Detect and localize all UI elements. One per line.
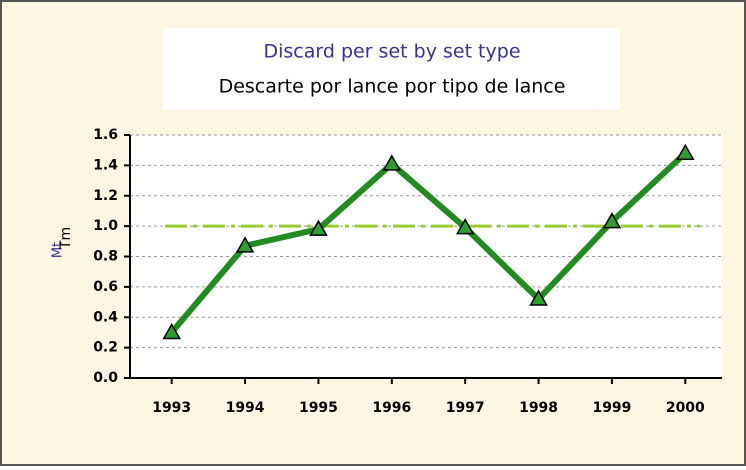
y-tick-label: 0.8: [93, 249, 118, 265]
data-marker: [676, 143, 695, 160]
chart-title: Discard per set by set type: [263, 41, 520, 63]
data-marker: [602, 212, 622, 229]
x-tick-label: 1993: [152, 400, 191, 416]
y-tick-label: 1.6: [93, 127, 118, 143]
y-axis-label: Mt: [51, 242, 66, 258]
data-marker: [235, 236, 255, 253]
y-tick-label: 0.0: [93, 370, 118, 386]
data-marker: [529, 289, 548, 306]
x-tick-label: 1996: [372, 400, 411, 416]
data-marker: [309, 219, 328, 236]
y-tick-label: 1.0: [93, 218, 118, 234]
data-marker: [382, 154, 402, 171]
x-tick-label: 1995: [299, 400, 338, 416]
chart-subtitle: Descarte por lance por tipo de lance: [219, 76, 566, 98]
y-tick-label: 1.4: [93, 157, 118, 173]
y-tick-label: 1.2: [93, 188, 118, 204]
data-marker: [162, 322, 181, 340]
y-axis-label-secondary: Tm: [58, 227, 74, 250]
y-tick-label: 0.6: [93, 279, 118, 295]
series-line: [169, 151, 688, 335]
x-tick-label: 1999: [592, 400, 631, 416]
x-tick-label: 1997: [446, 400, 485, 416]
y-tick-label: 0.2: [93, 340, 118, 356]
title-box: [163, 28, 620, 110]
x-tick-label: 1998: [519, 400, 558, 416]
x-tick-label: 2000: [666, 400, 705, 416]
data-marker: [455, 218, 475, 235]
y-tick-label: 0.4: [93, 309, 118, 325]
x-tick-label: 1994: [226, 400, 265, 416]
